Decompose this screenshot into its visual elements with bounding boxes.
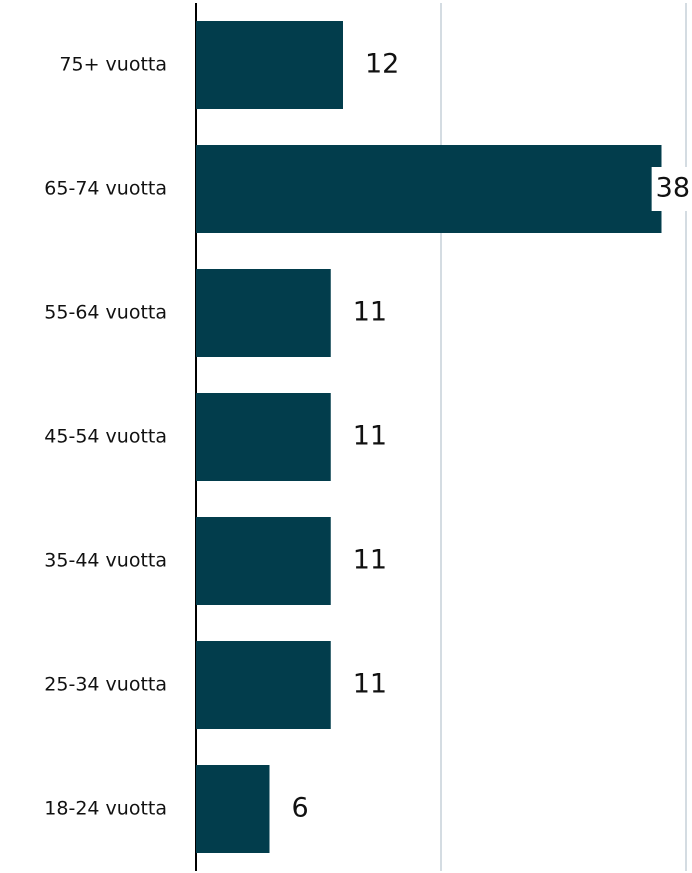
value-label: 38 <box>656 173 690 204</box>
value-label: 11 <box>353 297 387 328</box>
value-label: 12 <box>365 49 399 80</box>
bar <box>196 641 331 729</box>
value-label: 6 <box>292 793 309 824</box>
value-label: 11 <box>353 421 387 452</box>
y-tick-label: 55-64 vuotta <box>44 302 167 324</box>
y-tick-label: 65-74 vuotta <box>44 178 167 200</box>
value-label: 11 <box>353 545 387 576</box>
y-tick-label: 75+ vuotta <box>59 54 167 76</box>
bar <box>196 145 662 233</box>
value-label-background <box>651 167 692 211</box>
bar <box>196 393 331 481</box>
bar <box>196 765 270 853</box>
y-tick-label: 35-44 vuotta <box>44 550 167 572</box>
y-tick-label: 18-24 vuotta <box>44 798 167 820</box>
bar <box>196 269 331 357</box>
value-label: 11 <box>353 669 387 700</box>
y-tick-label: 45-54 vuotta <box>44 426 167 448</box>
y-tick-label: 25-34 vuotta <box>44 674 167 696</box>
bar <box>196 21 343 109</box>
bar <box>196 517 331 605</box>
